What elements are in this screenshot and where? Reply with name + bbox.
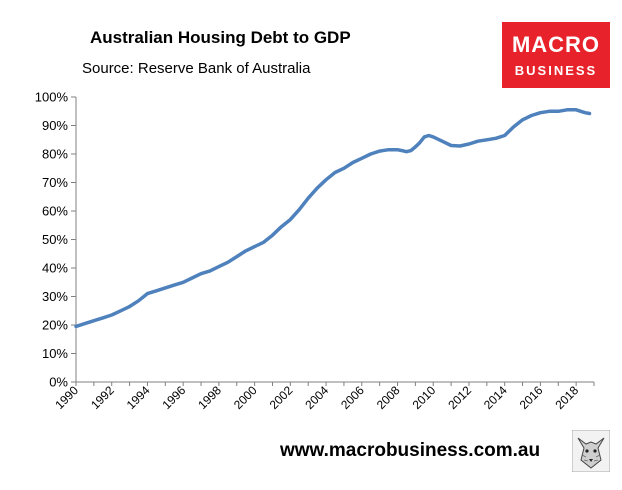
y-tick-label: 60% bbox=[42, 204, 68, 219]
website-url[interactable]: www.macrobusiness.com.au bbox=[280, 440, 541, 461]
x-tick-label: 2014 bbox=[481, 383, 510, 412]
x-tick-label: 2002 bbox=[267, 383, 296, 412]
y-tick-label: 30% bbox=[42, 289, 68, 304]
x-tick-label: 2000 bbox=[231, 383, 260, 412]
y-tick-label: 80% bbox=[42, 147, 68, 162]
y-tick-label: 90% bbox=[42, 118, 68, 133]
series-line-housing-debt bbox=[74, 108, 592, 329]
chart-axes bbox=[75, 97, 594, 383]
logo-line-macro: MACRO bbox=[511, 32, 601, 57]
y-tick-label: 100% bbox=[35, 90, 69, 105]
x-tick-label: 2016 bbox=[517, 383, 546, 412]
y-tick-label: 10% bbox=[42, 346, 68, 361]
y-axis-ticks: 0% 10% 20% 30% 40% 50% 60% 70% 80% 90% 100% bbox=[35, 90, 76, 390]
chart-series bbox=[74, 108, 592, 329]
y-tick-label: 40% bbox=[42, 261, 68, 276]
x-tick-label: 1992 bbox=[88, 383, 117, 412]
x-tick-label: 1996 bbox=[160, 383, 189, 412]
wolf-icon bbox=[572, 430, 610, 472]
x-tick-label: 2008 bbox=[374, 383, 403, 412]
x-tick-label: 2010 bbox=[410, 383, 439, 412]
x-tick-label: 1994 bbox=[124, 383, 153, 412]
x-axis-ticks: 1990 1992 1994 1996 1998 2000 2002 2004 2006 2008… bbox=[52, 382, 595, 412]
logo-line-business: BUSINESS bbox=[514, 63, 598, 78]
y-tick-label: 20% bbox=[42, 318, 68, 333]
x-tick-label: 2006 bbox=[338, 383, 367, 412]
chart-source: Source: Reserve Bank of Australia bbox=[82, 60, 311, 77]
macrobusiness-logo: MACRO BUSINESS bbox=[502, 22, 610, 88]
x-tick-label: 2018 bbox=[552, 383, 581, 412]
chart-title: Australian Housing Debt to GDP bbox=[90, 28, 351, 47]
y-tick-label: 0% bbox=[49, 375, 68, 390]
y-tick-label: 70% bbox=[42, 175, 68, 190]
x-tick-label: 1998 bbox=[195, 383, 224, 412]
x-tick-label: 2012 bbox=[445, 383, 474, 412]
y-tick-label: 50% bbox=[42, 232, 68, 247]
x-tick-label: 2004 bbox=[302, 383, 331, 412]
